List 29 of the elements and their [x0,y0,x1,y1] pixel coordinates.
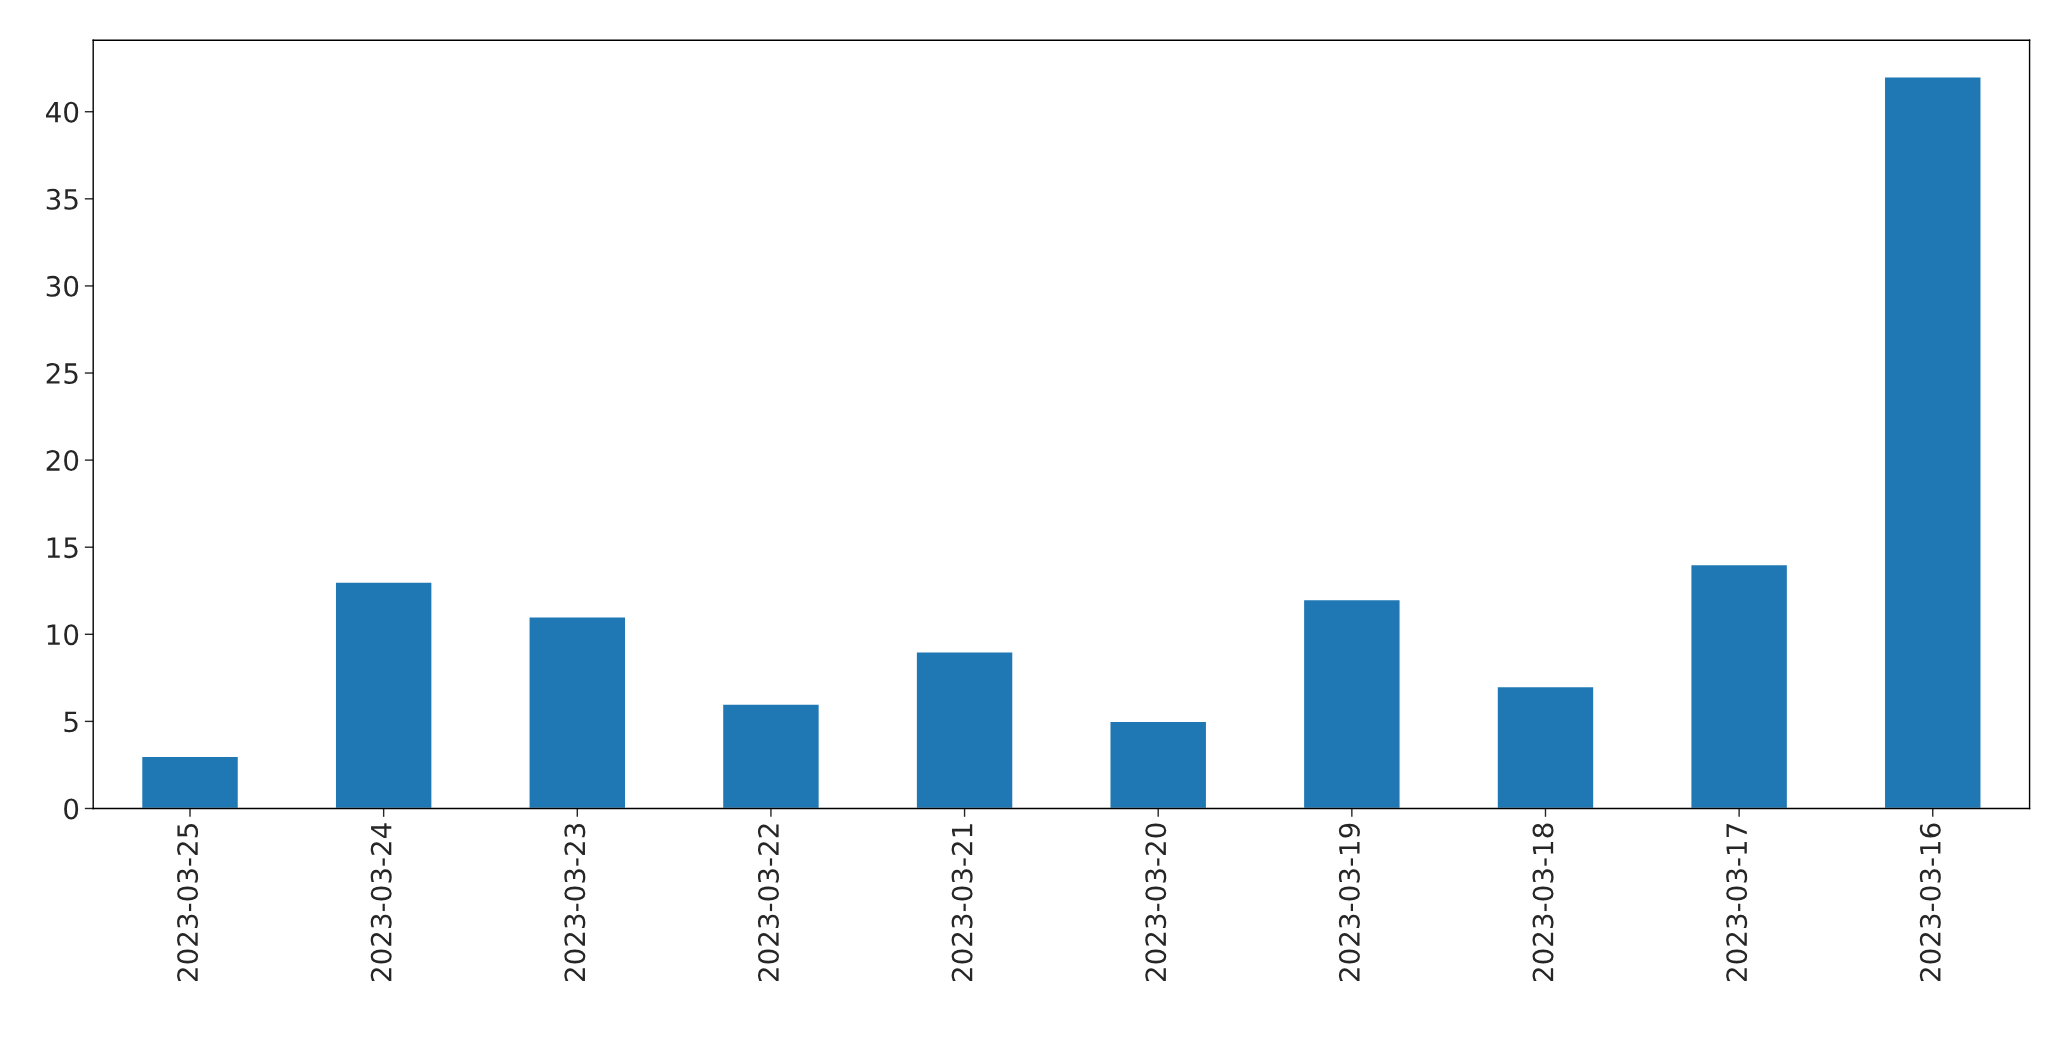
y-tick-label: 20 [46,450,79,472]
bar [915,651,1014,809]
bar [1496,685,1595,809]
y-tick-label: 5 [64,711,78,733]
x-tick-label: 2023-03-18 [1532,823,1554,982]
bar [528,616,627,809]
bar [140,755,240,809]
y-tick-label: 40 [46,101,79,123]
x-tick-label: 2023-03-17 [1726,824,1748,982]
bar [1690,563,1789,809]
x-tick-label: 2023-03-16 [1919,823,1941,982]
x-tick-label: 2023-03-24 [370,823,392,982]
y-tick-label: 0 [64,798,79,820]
y-tick-label: 25 [46,362,78,384]
y-tick-label: 35 [46,188,78,210]
bar [721,703,821,809]
x-tick-label: 2023-03-21 [951,824,973,982]
y-tick-label: 15 [47,537,78,559]
x-tick-label: 2023-03-19 [1338,823,1360,982]
x-tick-label: 2023-03-22 [757,824,779,982]
x-tick-label: 2023-03-23 [564,823,586,982]
y-tick-label: 10 [47,624,79,646]
bar [1109,720,1208,809]
y-tick-label: 30 [46,275,79,297]
x-tick-label: 2023-03-25 [177,824,199,982]
bar [334,581,433,809]
x-tick-label: 2023-03-20 [1145,823,1167,982]
bar [1883,76,1982,809]
bar [1302,598,1401,809]
